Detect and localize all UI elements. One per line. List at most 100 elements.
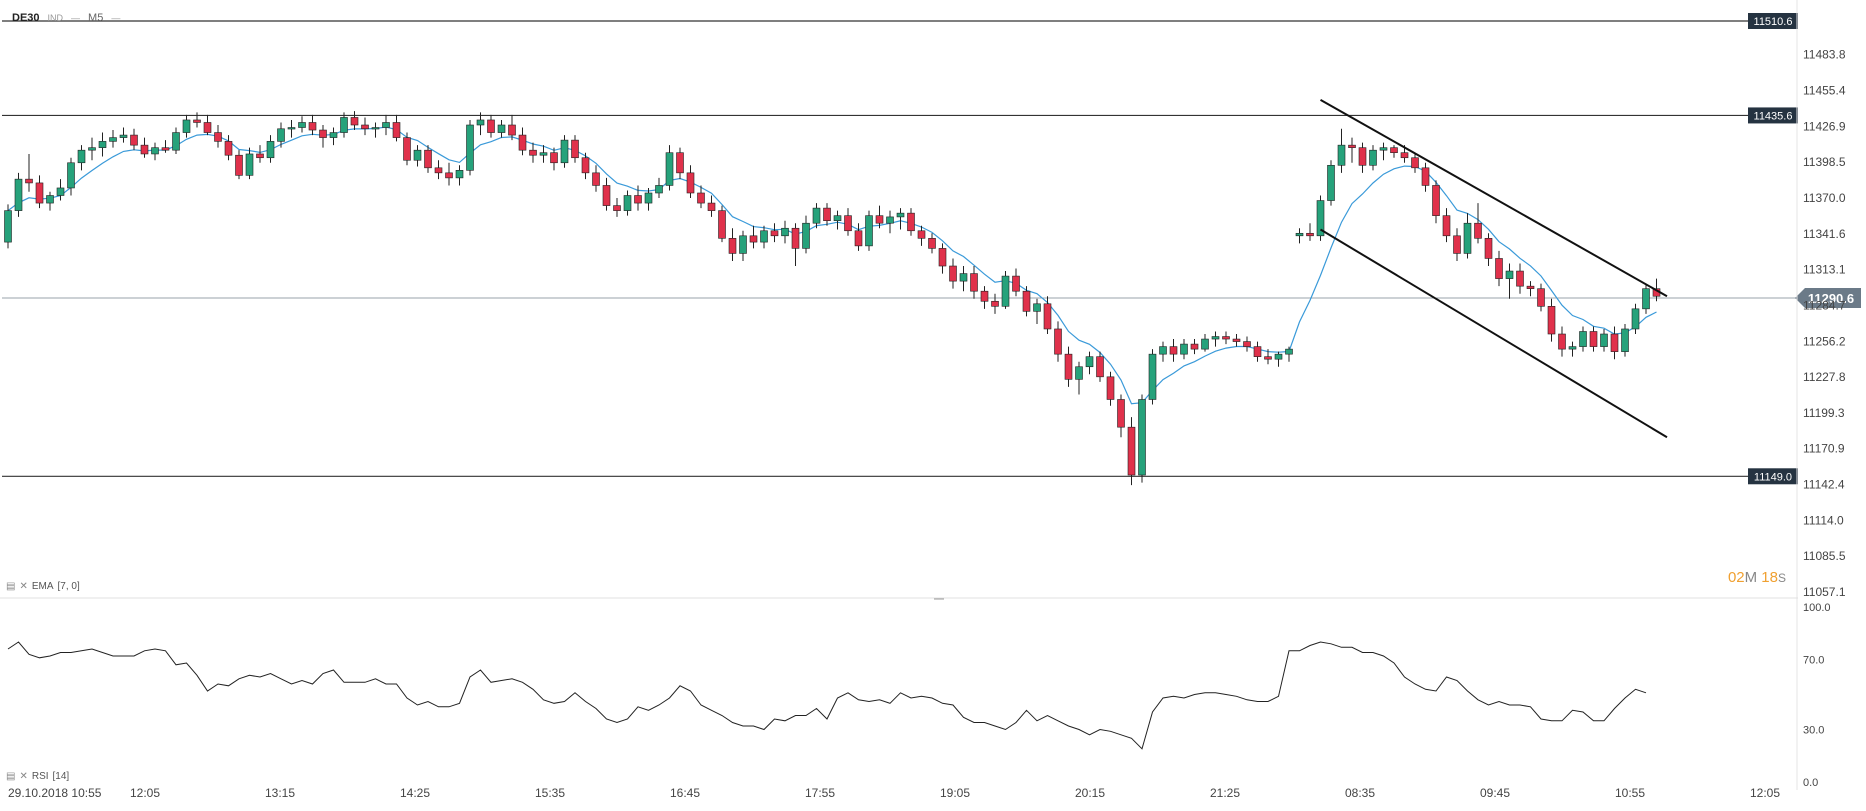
candle-body <box>1600 333 1608 347</box>
candle-body <box>25 178 33 184</box>
current-price-label: 11290.6 <box>1808 291 1854 306</box>
price-tick-label: 11227.8 <box>1803 370 1846 384</box>
candle-body <box>1159 346 1167 355</box>
candle-body <box>77 149 86 164</box>
candle-body <box>1064 353 1073 380</box>
candle-body <box>539 152 548 156</box>
candle-body <box>886 216 894 224</box>
price-tick-label: 11370.0 <box>1803 191 1846 205</box>
trend-channel[interactable] <box>1319 98 1668 439</box>
candle-body <box>308 122 317 131</box>
candle-body <box>1190 343 1199 350</box>
candle-body <box>665 152 674 186</box>
candle-body <box>455 170 464 179</box>
candle-body <box>98 141 107 148</box>
candle-body <box>151 147 159 155</box>
candle-body <box>46 195 54 204</box>
candle-body <box>361 124 369 130</box>
candle-body <box>329 132 338 138</box>
candlesticks <box>4 111 1661 486</box>
level-tag-label: 11435.6 <box>1754 110 1793 122</box>
time-tick-label: 17:55 <box>805 786 835 800</box>
candle-body <box>119 134 128 138</box>
time-tick-label: 15:35 <box>535 786 565 800</box>
chart-header: DE30 IND — M5 — <box>12 12 120 24</box>
ema-label: EMA <box>31 581 54 592</box>
candle-body <box>56 187 65 196</box>
timer-s-label: S <box>1777 571 1786 585</box>
candle-body <box>833 215 842 221</box>
candle-body <box>560 139 569 164</box>
candle-body <box>571 139 579 159</box>
channel-upper-line <box>1320 98 1668 298</box>
candle-body <box>214 132 222 142</box>
candle-body <box>1568 346 1577 350</box>
candle-body <box>1264 356 1272 360</box>
candle-body <box>392 122 401 138</box>
level-tag <box>1748 468 1798 485</box>
candle-body <box>1232 338 1241 342</box>
rsi-panel: 100.0 70.0 30.0 0.0 <box>0 597 1831 789</box>
candle-body <box>917 230 926 239</box>
candle-body <box>529 149 537 156</box>
candle-body <box>319 129 327 138</box>
candle-body <box>1043 303 1052 330</box>
candle-body <box>193 119 201 123</box>
candle-body <box>1012 275 1020 292</box>
price-tick-label: 11455.4 <box>1803 84 1846 98</box>
candle-body <box>1180 343 1188 355</box>
time-tick-label: 21:25 <box>1210 786 1240 800</box>
candle-body <box>487 119 495 133</box>
horizontal-levels[interactable]: 11510.6 11435.6 11149.0 11290.6 <box>2 13 1861 485</box>
candle-body <box>865 215 873 247</box>
price-tick-label: 11313.1 <box>1803 263 1846 277</box>
time-tick-label: 12:05 <box>1750 786 1780 800</box>
time-tick-label: 13:15 <box>265 786 295 800</box>
candle-body <box>1537 288 1545 307</box>
candle-body <box>445 172 453 179</box>
candle-body <box>1075 366 1083 380</box>
market-label: IND <box>47 13 64 23</box>
candle-body <box>161 147 170 151</box>
time-tick-label: 10:55 <box>1615 786 1645 800</box>
candle-body <box>854 230 863 247</box>
candle-body <box>991 300 999 307</box>
candle-body <box>1085 356 1094 368</box>
candle-body <box>88 147 96 151</box>
candle-body <box>256 153 264 159</box>
time-tick-label: 29.10.2018 10:55 <box>8 786 102 800</box>
candle-body <box>592 172 600 186</box>
candle-body <box>938 248 947 267</box>
rsi-indicator-bar: ▤ ✕ RSI [14] <box>6 771 69 782</box>
rsi-tick-label: 70.0 <box>1803 655 1824 667</box>
close-icon[interactable]: ✕ <box>19 771 28 782</box>
candle-body <box>1033 303 1041 312</box>
candle-body <box>1054 328 1062 355</box>
symbol-label[interactable]: DE30 <box>12 12 40 24</box>
close-icon[interactable]: ✕ <box>19 581 28 592</box>
candle-body <box>35 182 44 204</box>
candle-body <box>277 128 285 142</box>
candle-body <box>287 127 296 130</box>
timeframe-label[interactable]: M5 <box>88 12 104 24</box>
candle-body <box>1211 336 1220 340</box>
indicator-menu-icon[interactable]: ▤ <box>6 771 16 782</box>
time-tick-label: 16:45 <box>670 786 700 800</box>
price-tick-label: 11284.7 <box>1803 298 1846 312</box>
candle-body <box>1285 348 1293 355</box>
time-tick-label: 09:45 <box>1480 786 1510 800</box>
candle-body <box>781 227 789 237</box>
indicator-menu-icon[interactable]: ▤ <box>6 581 16 592</box>
candle-body <box>728 238 737 254</box>
level-tag <box>1748 13 1798 29</box>
candle-body <box>1327 164 1335 201</box>
candle-body <box>802 222 810 249</box>
candle-body <box>350 117 359 126</box>
candle-body <box>1642 288 1650 310</box>
candle-body <box>130 134 138 146</box>
candle-body <box>14 178 23 211</box>
candle-body <box>907 212 915 232</box>
price-tick-label: 11114.0 <box>1803 513 1844 527</box>
candle-body <box>1631 308 1640 330</box>
